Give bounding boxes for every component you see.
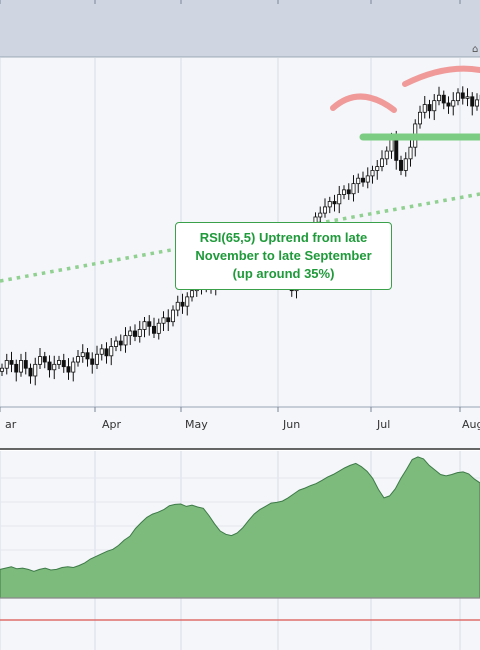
candle xyxy=(123,327,128,353)
candle xyxy=(0,363,4,376)
candle xyxy=(114,336,119,352)
x-tick-label: Jun xyxy=(282,418,300,431)
candle xyxy=(109,337,114,366)
candle xyxy=(185,292,190,316)
x-tick-label: May xyxy=(185,418,208,431)
candle xyxy=(90,352,95,374)
candle xyxy=(33,357,38,386)
candle xyxy=(379,150,384,172)
candle xyxy=(132,324,137,342)
candle xyxy=(38,348,43,369)
candle xyxy=(332,194,337,212)
candle xyxy=(427,99,432,119)
candle xyxy=(170,305,175,327)
candle xyxy=(128,326,133,345)
resistance-arc-1 xyxy=(330,93,397,113)
candle xyxy=(175,295,180,317)
candle xyxy=(18,353,23,377)
candle xyxy=(327,196,332,214)
candle xyxy=(166,309,171,331)
candle xyxy=(422,96,427,119)
candle xyxy=(451,92,456,116)
x-tick-label: ar xyxy=(5,418,17,431)
candle xyxy=(474,93,479,111)
indicator-area xyxy=(0,456,480,599)
candle xyxy=(455,88,460,106)
candle xyxy=(85,348,90,367)
candle xyxy=(99,344,104,361)
candle xyxy=(337,185,342,214)
candle xyxy=(147,315,152,336)
candle xyxy=(28,363,33,384)
candle xyxy=(403,152,408,177)
candle xyxy=(9,351,14,373)
candle xyxy=(57,355,62,369)
candle xyxy=(346,183,351,200)
candle xyxy=(460,86,465,105)
candle xyxy=(151,317,156,338)
x-tick-label: Jul xyxy=(376,418,390,431)
candle xyxy=(76,349,81,367)
candle xyxy=(360,171,365,187)
candle xyxy=(52,355,57,380)
candle xyxy=(156,318,161,340)
annotation-box: RSI(65,5) Uptrend from late November to … xyxy=(175,222,392,290)
candle xyxy=(137,320,142,343)
candle xyxy=(432,94,437,121)
candle xyxy=(23,351,28,375)
candle xyxy=(42,351,47,369)
annotation-line-2: November to late September xyxy=(195,248,372,263)
candle xyxy=(14,359,19,382)
annotation-line-3: (up around 35%) xyxy=(232,266,335,281)
candle xyxy=(351,175,356,202)
candle xyxy=(47,355,52,378)
candle xyxy=(118,334,123,352)
candle xyxy=(370,165,375,184)
annotation-line-1: RSI(65,5) Uptrend from late xyxy=(199,230,368,245)
candle xyxy=(398,155,403,176)
header-strip xyxy=(0,0,480,57)
candle xyxy=(61,353,66,373)
candle xyxy=(470,92,475,116)
candle xyxy=(161,311,166,331)
header-tick-marks xyxy=(0,0,461,4)
candle xyxy=(436,86,441,106)
candle xyxy=(341,185,346,200)
candle xyxy=(71,357,76,382)
header-glyph: ⌂ xyxy=(472,44,478,55)
candle xyxy=(441,90,446,110)
candle xyxy=(356,173,361,193)
candle xyxy=(180,293,185,314)
candle xyxy=(95,345,100,369)
candle xyxy=(80,344,85,363)
candle xyxy=(66,358,71,380)
candle xyxy=(104,342,109,364)
candle xyxy=(4,353,9,375)
candle xyxy=(142,317,147,338)
candle xyxy=(375,159,380,180)
candle xyxy=(365,167,370,189)
x-tick-label: Aug xyxy=(462,418,480,431)
x-axis-band xyxy=(0,407,480,449)
candle xyxy=(322,198,327,218)
x-tick-label: Apr xyxy=(102,418,122,431)
candle xyxy=(446,96,451,114)
candle xyxy=(408,138,413,167)
candle xyxy=(465,88,470,107)
candle xyxy=(417,105,422,129)
resistance-arc-2 xyxy=(402,65,480,87)
candle xyxy=(384,146,389,166)
x-axis-ticks: ar Apr May Jun Jul Aug xyxy=(0,407,480,431)
